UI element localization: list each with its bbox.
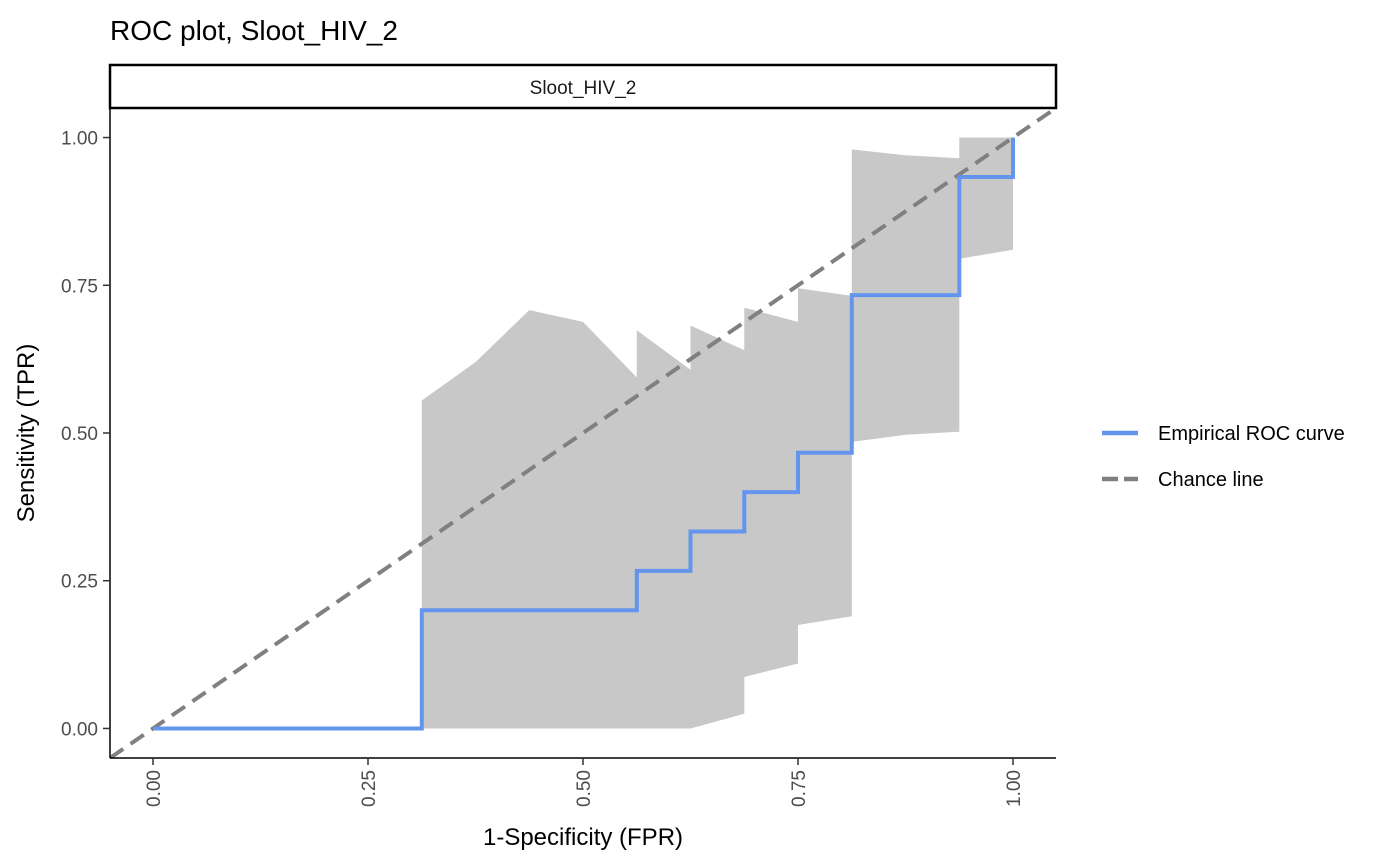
x-tick-label: 0.25 bbox=[359, 770, 380, 807]
x-tick-label: 1.00 bbox=[1004, 770, 1025, 807]
y-tick-label: 0.25 bbox=[61, 572, 98, 593]
chance-line bbox=[110, 108, 1056, 758]
x-tick-label: 0.00 bbox=[144, 770, 165, 807]
y-tick-label: 0.00 bbox=[61, 719, 98, 740]
x-tick-label: 0.75 bbox=[789, 770, 810, 807]
empirical-roc-curve bbox=[153, 137, 1015, 731]
y-axis-ticks: 0.00 0.25 0.50 0.75 1.00 bbox=[61, 129, 110, 740]
legend-label-empirical-roc-curve: Empirical ROC curve bbox=[1158, 423, 1345, 445]
x-axis-ticks: 0.00 0.25 0.50 0.75 1.00 bbox=[144, 758, 1025, 807]
facet-strip-box bbox=[108, 63, 1058, 110]
facet-strip-label: Sloot_HIV_2 bbox=[530, 78, 637, 99]
legend: Empirical ROC curve Chance line bbox=[1102, 423, 1345, 491]
y-tick-label: 0.75 bbox=[61, 276, 98, 297]
legend-label-chance-line: Chance line bbox=[1158, 469, 1264, 491]
plot-panel bbox=[110, 108, 1056, 758]
x-tick-label: 0.50 bbox=[574, 770, 595, 807]
x-axis-title: 1-Specificity (FPR) bbox=[483, 824, 683, 851]
chart-title: ROC plot, Sloot_HIV_2 bbox=[110, 15, 398, 46]
y-tick-label: 0.50 bbox=[61, 424, 98, 445]
facet-strip: Sloot_HIV_2 bbox=[108, 63, 1058, 110]
y-axis-title: Sensitivity (TPR) bbox=[13, 344, 40, 523]
y-tick-label: 1.00 bbox=[61, 129, 98, 150]
confidence-band bbox=[421, 137, 1013, 729]
